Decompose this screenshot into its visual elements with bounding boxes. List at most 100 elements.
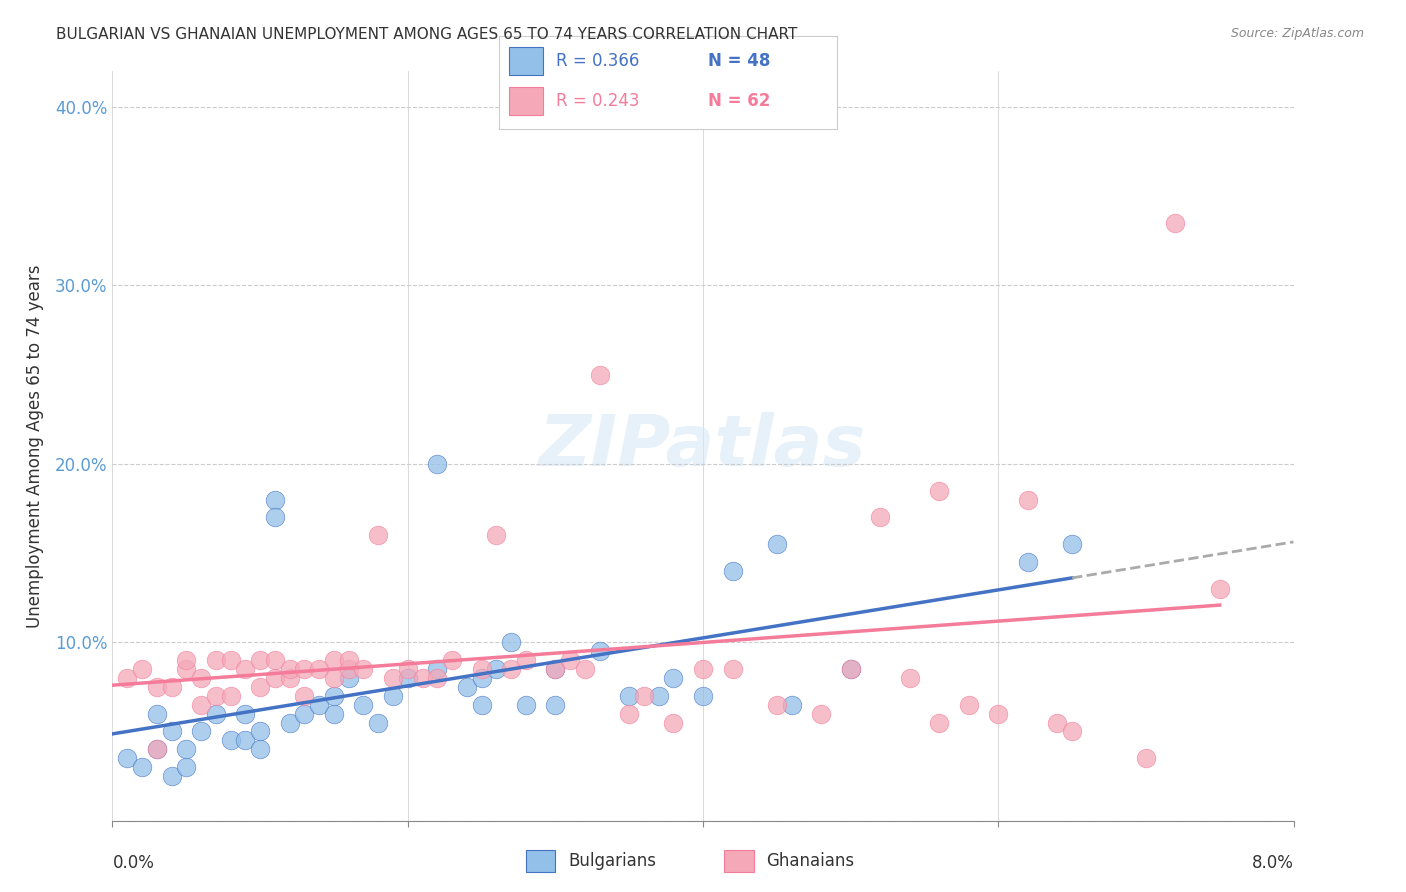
Point <box>249 653 271 667</box>
Point <box>471 671 494 685</box>
Point <box>233 706 256 721</box>
Point <box>278 715 301 730</box>
Point <box>323 706 346 721</box>
Point <box>396 662 419 676</box>
Point <box>456 680 478 694</box>
Point <box>219 653 242 667</box>
Point <box>928 483 950 498</box>
Point <box>190 671 212 685</box>
Point <box>810 706 832 721</box>
Point <box>174 742 197 756</box>
Point <box>647 689 671 703</box>
Point <box>292 662 315 676</box>
Point <box>308 662 330 676</box>
Point <box>131 760 153 774</box>
Bar <box>509 87 543 115</box>
Point <box>1062 537 1084 551</box>
Point <box>337 671 360 685</box>
Point <box>308 698 330 712</box>
Point <box>619 706 641 721</box>
Point <box>278 671 301 685</box>
Point <box>721 564 744 578</box>
Point <box>174 662 197 676</box>
Point <box>396 671 419 685</box>
Point <box>292 689 315 703</box>
Point <box>1017 555 1039 569</box>
Point <box>544 662 567 676</box>
Point <box>765 698 787 712</box>
Point <box>233 662 256 676</box>
Point <box>987 706 1010 721</box>
Point <box>426 662 449 676</box>
Point <box>441 653 464 667</box>
Point <box>1062 724 1084 739</box>
Point <box>692 689 714 703</box>
Bar <box>724 849 754 872</box>
Point <box>264 492 287 507</box>
Point <box>1017 492 1039 507</box>
Point <box>174 653 197 667</box>
Point <box>249 680 271 694</box>
Point <box>323 671 346 685</box>
Point <box>205 706 228 721</box>
Point <box>233 733 256 747</box>
Point <box>471 698 494 712</box>
Point <box>278 662 301 676</box>
Point <box>264 671 287 685</box>
Point <box>560 653 582 667</box>
Point <box>485 528 508 542</box>
Text: R = 0.243: R = 0.243 <box>557 92 640 111</box>
Point <box>323 689 346 703</box>
Point <box>160 680 183 694</box>
Point <box>382 671 405 685</box>
Point <box>957 698 980 712</box>
Point <box>426 457 449 471</box>
Text: 0.0%: 0.0% <box>112 855 155 872</box>
Point <box>1164 216 1187 230</box>
Point <box>515 653 537 667</box>
Text: 8.0%: 8.0% <box>1251 855 1294 872</box>
Point <box>898 671 921 685</box>
Point <box>382 689 405 703</box>
Point <box>1135 751 1157 765</box>
Point <box>323 653 346 667</box>
Text: R = 0.366: R = 0.366 <box>557 52 640 70</box>
Y-axis label: Unemployment Among Ages 65 to 74 years: Unemployment Among Ages 65 to 74 years <box>25 264 44 628</box>
Point <box>471 662 494 676</box>
Point <box>117 751 138 765</box>
Point <box>190 724 212 739</box>
Point <box>337 662 360 676</box>
Point <box>131 662 153 676</box>
Point <box>1046 715 1069 730</box>
Point <box>928 715 950 730</box>
Point <box>1208 582 1232 596</box>
Point <box>544 698 567 712</box>
Point <box>839 662 862 676</box>
Point <box>160 769 183 783</box>
Point <box>633 689 655 703</box>
Point <box>515 698 537 712</box>
Point <box>205 689 228 703</box>
Text: Ghanaians: Ghanaians <box>766 852 855 870</box>
Point <box>205 653 228 667</box>
Point <box>264 510 287 524</box>
Point <box>146 742 169 756</box>
Point <box>692 662 714 676</box>
Point <box>337 653 360 667</box>
Point <box>574 662 596 676</box>
Point <box>721 662 744 676</box>
Point <box>160 724 183 739</box>
Text: BULGARIAN VS GHANAIAN UNEMPLOYMENT AMONG AGES 65 TO 74 YEARS CORRELATION CHART: BULGARIAN VS GHANAIAN UNEMPLOYMENT AMONG… <box>56 27 797 42</box>
Point <box>292 706 315 721</box>
Point <box>619 689 641 703</box>
Point <box>869 510 891 524</box>
Point <box>219 689 242 703</box>
Point <box>352 698 374 712</box>
Point <box>544 662 567 676</box>
Text: N = 48: N = 48 <box>709 52 770 70</box>
Point <box>662 715 685 730</box>
Point <box>765 537 787 551</box>
Point <box>146 680 169 694</box>
Point <box>426 671 449 685</box>
Point <box>662 671 685 685</box>
